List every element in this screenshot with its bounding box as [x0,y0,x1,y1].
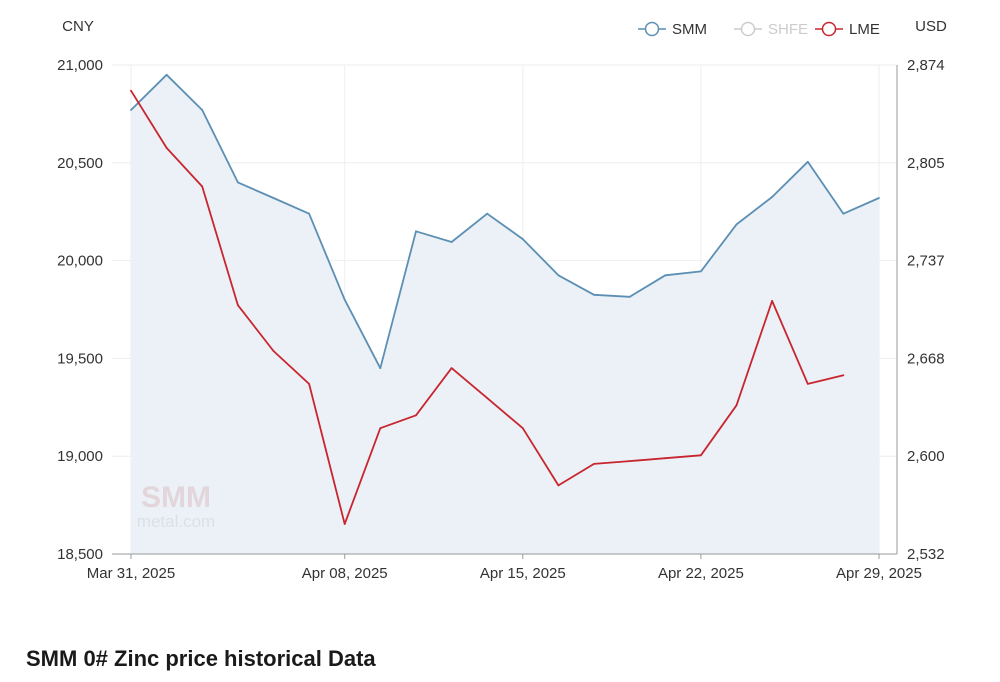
left-y-tick-label: 21,000 [57,57,103,74]
data-point-smm [628,295,631,298]
legend-circle-icon [644,21,660,37]
data-point-smm [379,367,382,370]
right-axis-unit-label: USD [915,18,947,35]
data-point-lme [521,427,524,430]
data-point-smm [878,197,880,199]
data-point-smm [415,230,417,233]
data-point-smm [237,181,239,184]
data-point-smm [165,73,168,76]
data-point-smm [557,274,560,277]
data-point-smm [201,109,204,111]
legend-item-lme[interactable]: LME [815,21,880,38]
data-point-smm [700,270,702,273]
right-y-tick-label: 2,874 [907,57,945,74]
data-point-lme [593,463,595,465]
data-point-lme [842,374,845,377]
data-point-lme [486,397,489,399]
legend-item-shfe[interactable]: SHFE [734,21,808,38]
data-point-smm [842,212,845,215]
data-point-lme [130,89,132,92]
data-point-smm [593,293,595,296]
legend-circle-icon [821,21,837,37]
data-point-lme [308,383,310,385]
legend-item-smm[interactable]: SMM [638,21,707,38]
left-y-tick-label: 20,000 [57,253,103,270]
axes: 21,000 2,874 20,500 2,805 20,000 2,737 19,500 2… [57,18,947,582]
right-y-tick-label: 2,600 [907,448,945,465]
data-point-smm [521,238,524,241]
left-axis-unit-label: CNY [62,18,94,35]
data-point-lme [771,300,773,302]
x-tick-label: Apr 29, 2025 [836,565,922,582]
watermark-text-smm: SMM [141,481,211,514]
data-point-smm [664,274,667,277]
left-y-tick-label: 19,000 [57,448,103,465]
data-point-lme [237,304,239,307]
left-y-tick-label: 18,500 [57,546,103,563]
section-title: SMM 0# Zinc price historical Data [26,646,376,671]
left-y-tick-label: 19,500 [57,350,103,367]
series-area-smm [131,74,879,555]
smm-area-fill [131,74,879,555]
data-point-lme [450,367,453,369]
x-tick-label: Mar 31, 2025 [87,565,175,582]
x-tick-label: Apr 08, 2025 [302,565,388,582]
legend[interactable]: SMM SHFE LME [638,21,880,38]
data-point-lme [272,350,275,352]
right-y-tick-label: 2,737 [907,253,945,270]
right-y-tick-label: 2,668 [907,350,945,367]
data-point-lme [415,414,417,417]
data-point-lme [735,404,738,407]
data-point-smm [771,196,773,198]
data-point-lme [201,185,204,188]
data-point-lme [379,427,382,430]
data-point-smm [130,109,132,111]
data-point-smm [735,223,738,226]
data-point-smm [806,160,809,163]
left-y-tick-label: 20,500 [57,155,103,172]
data-point-lme [557,484,560,487]
smm-watermark-logo: SMM metal.com [137,481,215,531]
data-point-smm [308,212,310,215]
zinc-price-chart: SMM metal.com 21,000 2,874 20,500 2,805 20,0… [57,18,947,582]
data-point-lme [806,383,809,385]
data-point-smm [343,298,346,301]
data-point-smm [486,212,489,215]
data-point-lme [664,457,667,460]
series-line-smm [130,73,880,370]
data-point-lme [165,147,168,149]
data-point-lme [628,460,631,462]
legend-label: SMM [672,21,707,38]
legend-label: LME [849,21,880,38]
legend-circle-icon [740,21,756,37]
series-lines [130,73,880,525]
data-point-smm [450,241,453,243]
legend-label: SHFE [768,21,808,38]
x-tick-label: Apr 15, 2025 [480,565,566,582]
data-point-lme [700,454,702,457]
data-point-lme [343,523,346,525]
data-point-smm [272,197,275,199]
right-y-tick-label: 2,532 [907,546,945,563]
x-tick-label: Apr 22, 2025 [658,565,744,582]
right-y-tick-label: 2,805 [907,155,945,172]
watermark-text-metal: metal.com [137,512,215,531]
